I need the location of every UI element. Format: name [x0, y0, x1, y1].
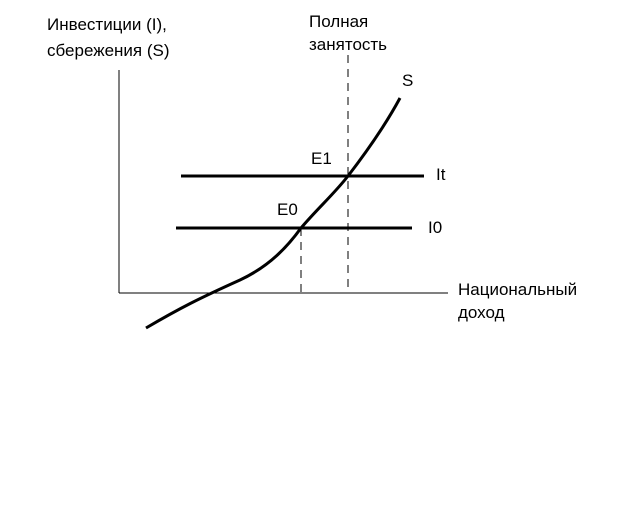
x-axis-label: доход [458, 303, 505, 322]
y-axis-label: Инвестиции (I), [47, 15, 167, 34]
full-employment-label: Полная [309, 12, 368, 31]
point-label: E0 [277, 200, 298, 219]
savings-label: S [402, 71, 413, 90]
savings-curve [145, 97, 402, 330]
x-axis-label: Национальный [458, 280, 577, 299]
investment-label: It [436, 165, 446, 184]
y-axis-label: сбережения (S) [47, 41, 170, 60]
point-label: E1 [311, 149, 332, 168]
full-employment-label: занятость [309, 35, 387, 54]
investment-label: I0 [428, 218, 442, 237]
